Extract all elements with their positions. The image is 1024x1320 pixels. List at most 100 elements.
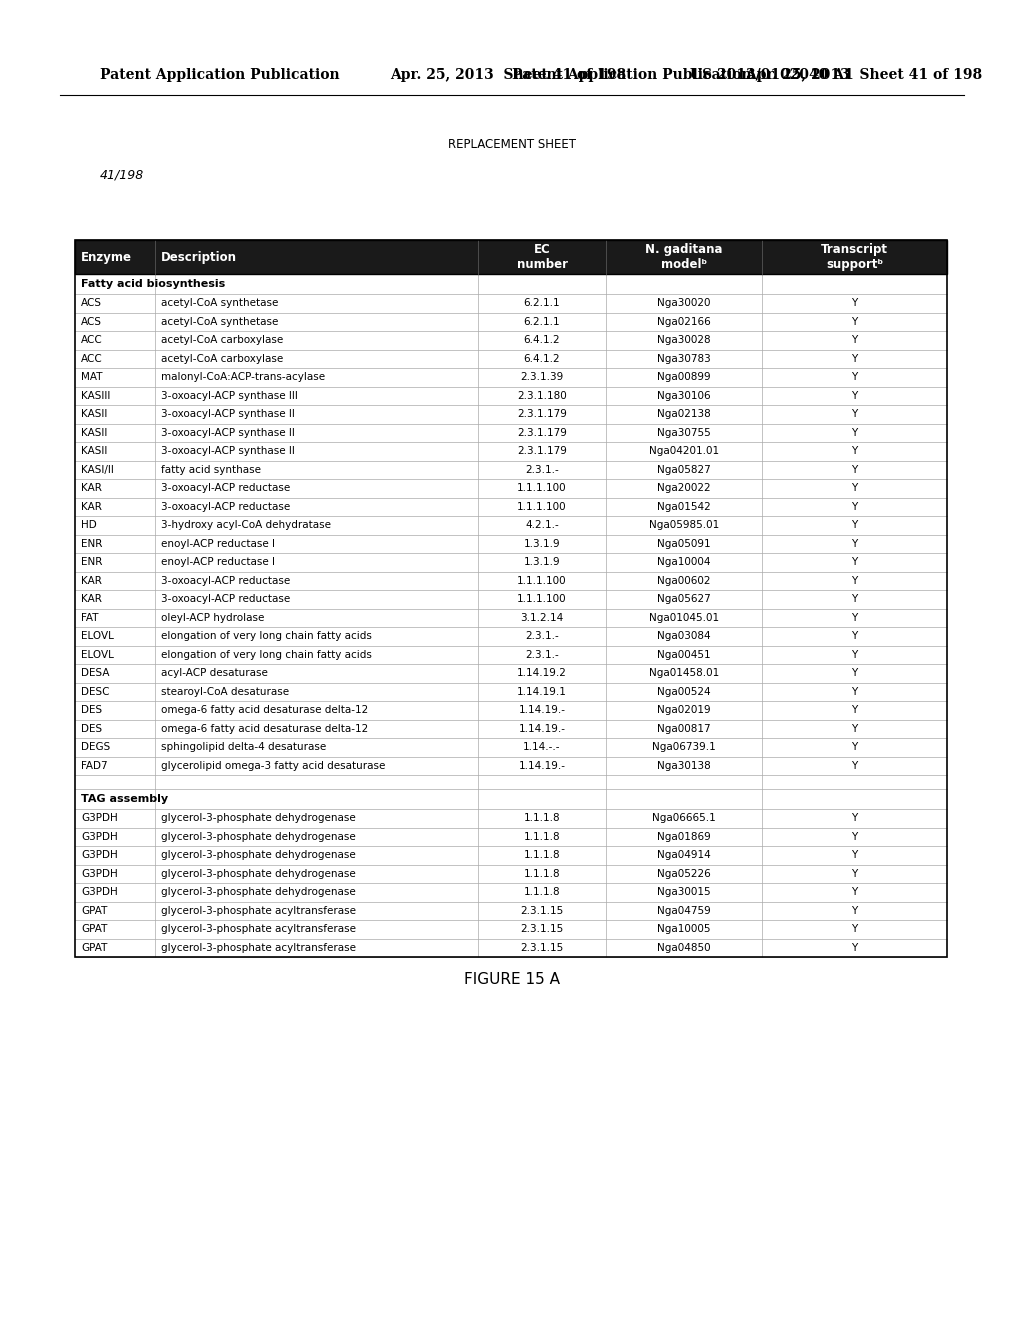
- Text: Y: Y: [851, 465, 858, 475]
- Text: Y: Y: [851, 631, 858, 642]
- Text: fatty acid synthase: fatty acid synthase: [161, 465, 261, 475]
- Text: Nga01458.01: Nga01458.01: [649, 668, 719, 678]
- Text: glycerol-3-phosphate dehydrogenase: glycerol-3-phosphate dehydrogenase: [161, 813, 355, 824]
- Text: G3PDH: G3PDH: [81, 832, 118, 842]
- Text: 1.14.19.-: 1.14.19.-: [518, 705, 565, 715]
- Text: glycerol-3-phosphate dehydrogenase: glycerol-3-phosphate dehydrogenase: [161, 850, 355, 861]
- Text: 1.14.19.-: 1.14.19.-: [518, 760, 565, 771]
- Text: 1.1.1.100: 1.1.1.100: [517, 594, 567, 605]
- Text: 2.3.1.39: 2.3.1.39: [520, 372, 563, 383]
- Text: Y: Y: [851, 813, 858, 824]
- Text: 1.3.1.9: 1.3.1.9: [523, 539, 560, 549]
- Text: Nga30783: Nga30783: [657, 354, 711, 364]
- Text: 1.14.19.1: 1.14.19.1: [517, 686, 567, 697]
- Text: 1.1.1.8: 1.1.1.8: [523, 813, 560, 824]
- Text: elongation of very long chain fatty acids: elongation of very long chain fatty acid…: [161, 649, 372, 660]
- Text: DES: DES: [81, 705, 102, 715]
- Text: Y: Y: [851, 502, 858, 512]
- Text: 1.14.19.-: 1.14.19.-: [518, 723, 565, 734]
- Text: 6.4.1.2: 6.4.1.2: [523, 354, 560, 364]
- Text: Nga05091: Nga05091: [657, 539, 711, 549]
- Text: Transcript
supportᵇ: Transcript supportᵇ: [821, 243, 888, 271]
- Text: N. gaditana
modelᵇ: N. gaditana modelᵇ: [645, 243, 723, 271]
- Text: 3-oxoacyl-ACP reductase: 3-oxoacyl-ACP reductase: [161, 483, 290, 494]
- Text: 3-hydroxy acyl-CoA dehydratase: 3-hydroxy acyl-CoA dehydratase: [161, 520, 331, 531]
- Text: Y: Y: [851, 942, 858, 953]
- Text: 1.1.1.8: 1.1.1.8: [523, 887, 560, 898]
- Text: acetyl-CoA carboxylase: acetyl-CoA carboxylase: [161, 335, 284, 346]
- Text: 2.3.1.179: 2.3.1.179: [517, 409, 567, 420]
- Text: 2.3.1.179: 2.3.1.179: [517, 446, 567, 457]
- Text: elongation of very long chain fatty acids: elongation of very long chain fatty acid…: [161, 631, 372, 642]
- Text: glycerolipid omega-3 fatty acid desaturase: glycerolipid omega-3 fatty acid desatura…: [161, 760, 385, 771]
- Text: 41/198: 41/198: [100, 169, 144, 181]
- Text: sphingolipid delta-4 desaturase: sphingolipid delta-4 desaturase: [161, 742, 327, 752]
- Text: ACC: ACC: [81, 354, 102, 364]
- Text: Y: Y: [851, 760, 858, 771]
- Text: ELOVL: ELOVL: [81, 649, 114, 660]
- Text: Nga02019: Nga02019: [657, 705, 711, 715]
- Text: Y: Y: [851, 576, 858, 586]
- Text: 2.3.1.-: 2.3.1.-: [525, 631, 559, 642]
- Text: 3-oxoacyl-ACP synthase II: 3-oxoacyl-ACP synthase II: [161, 428, 295, 438]
- Text: glycerol-3-phosphate dehydrogenase: glycerol-3-phosphate dehydrogenase: [161, 832, 355, 842]
- Text: glycerol-3-phosphate acyltransferase: glycerol-3-phosphate acyltransferase: [161, 906, 356, 916]
- Text: 1.1.1.100: 1.1.1.100: [517, 502, 567, 512]
- Text: ENR: ENR: [81, 557, 102, 568]
- Text: Description: Description: [161, 251, 237, 264]
- Text: 2.3.1.15: 2.3.1.15: [520, 924, 563, 935]
- Text: Enzyme: Enzyme: [81, 251, 132, 264]
- Text: G3PDH: G3PDH: [81, 813, 118, 824]
- Text: Nga10005: Nga10005: [657, 924, 711, 935]
- Text: ENR: ENR: [81, 539, 102, 549]
- Text: Nga30106: Nga30106: [657, 391, 711, 401]
- Text: KASII: KASII: [81, 409, 108, 420]
- Text: Nga05226: Nga05226: [657, 869, 711, 879]
- Text: KASII: KASII: [81, 428, 108, 438]
- Text: Y: Y: [851, 557, 858, 568]
- Text: GPAT: GPAT: [81, 906, 108, 916]
- Text: Y: Y: [851, 372, 858, 383]
- Text: Y: Y: [851, 539, 858, 549]
- Text: Patent Application Publication: Patent Application Publication: [512, 69, 752, 82]
- Text: DEGS: DEGS: [81, 742, 111, 752]
- Text: Y: Y: [851, 354, 858, 364]
- Text: Nga04201.01: Nga04201.01: [649, 446, 719, 457]
- Text: Nga20022: Nga20022: [657, 483, 711, 494]
- Text: KAR: KAR: [81, 594, 101, 605]
- Text: ACS: ACS: [81, 317, 102, 327]
- Text: glycerol-3-phosphate dehydrogenase: glycerol-3-phosphate dehydrogenase: [161, 869, 355, 879]
- Text: Nga30755: Nga30755: [657, 428, 711, 438]
- Text: 2.3.1.15: 2.3.1.15: [520, 906, 563, 916]
- Text: KAR: KAR: [81, 483, 101, 494]
- Text: Fatty acid biosynthesis: Fatty acid biosynthesis: [81, 279, 225, 289]
- Text: 3-oxoacyl-ACP synthase II: 3-oxoacyl-ACP synthase II: [161, 446, 295, 457]
- Text: Nga00524: Nga00524: [657, 686, 711, 697]
- Text: 3.1.2.14: 3.1.2.14: [520, 612, 563, 623]
- Text: Y: Y: [851, 742, 858, 752]
- Text: Nga03084: Nga03084: [657, 631, 711, 642]
- Text: 4.2.1.-: 4.2.1.-: [525, 520, 559, 531]
- Text: 1.14.19.2: 1.14.19.2: [517, 668, 567, 678]
- Text: Nga10004: Nga10004: [657, 557, 711, 568]
- Text: acyl-ACP desaturase: acyl-ACP desaturase: [161, 668, 268, 678]
- Text: Patent Application Publication: Patent Application Publication: [100, 69, 340, 82]
- Text: enoyl-ACP reductase I: enoyl-ACP reductase I: [161, 557, 275, 568]
- Text: acetyl-CoA synthetase: acetyl-CoA synthetase: [161, 298, 279, 309]
- Text: Nga01542: Nga01542: [657, 502, 711, 512]
- Text: US 2013/0102040 A1: US 2013/0102040 A1: [690, 69, 854, 82]
- Text: Y: Y: [851, 612, 858, 623]
- Text: 3-oxoacyl-ACP synthase III: 3-oxoacyl-ACP synthase III: [161, 391, 298, 401]
- Text: Nga06739.1: Nga06739.1: [652, 742, 716, 752]
- Text: 6.2.1.1: 6.2.1.1: [523, 317, 560, 327]
- Text: 2.3.1.-: 2.3.1.-: [525, 649, 559, 660]
- Text: KAR: KAR: [81, 576, 101, 586]
- Text: G3PDH: G3PDH: [81, 887, 118, 898]
- Text: DESC: DESC: [81, 686, 110, 697]
- Text: HD: HD: [81, 520, 96, 531]
- Text: Nga04914: Nga04914: [657, 850, 711, 861]
- Text: Y: Y: [851, 335, 858, 346]
- Text: glycerol-3-phosphate dehydrogenase: glycerol-3-phosphate dehydrogenase: [161, 887, 355, 898]
- Text: REPLACEMENT SHEET: REPLACEMENT SHEET: [449, 139, 575, 152]
- Text: Y: Y: [851, 649, 858, 660]
